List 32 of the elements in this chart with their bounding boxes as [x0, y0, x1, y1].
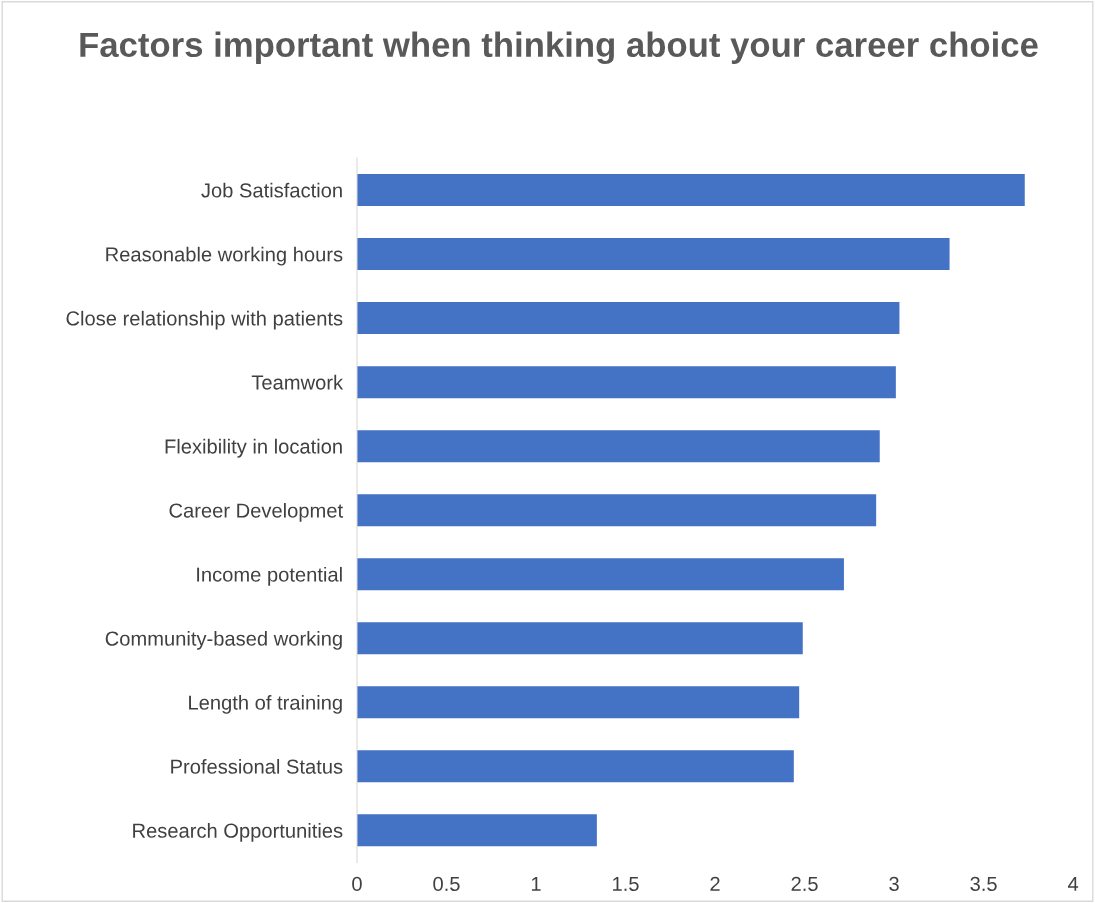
bar	[356, 494, 877, 527]
y-tick-label: Reasonable working hours	[106, 246, 343, 266]
y-tick-label: Flexibility in location	[165, 438, 342, 458]
bar	[356, 622, 803, 655]
x-tick-label: 2.5	[791, 876, 818, 892]
y-tick-label: Community-based working	[105, 630, 342, 650]
x-tick-label: 1.5	[613, 876, 639, 892]
y-tick-label: Career Developmet	[169, 502, 343, 522]
x-tick-label: 0.5	[433, 876, 460, 892]
y-tick-label: Professional Status	[171, 759, 343, 774]
y-tick-label: Close relationship with patients	[66, 310, 343, 330]
y-tick-label: Income potential	[197, 566, 342, 586]
bar	[356, 366, 896, 399]
y-tick-label: Length of training	[189, 694, 342, 714]
x-tick-label: 4	[1067, 876, 1079, 891]
x-tick-label: 0	[352, 876, 362, 892]
y-tick-label: Research Opportunities	[133, 823, 343, 842]
x-tick-label: 3.5	[970, 876, 997, 892]
bar	[356, 430, 880, 463]
bar	[356, 686, 800, 719]
x-tick-label: 1	[531, 876, 541, 891]
y-tick-label: Teamwork	[251, 374, 344, 390]
bar	[356, 750, 794, 783]
bar	[356, 814, 597, 847]
x-tick-label: 2	[710, 876, 720, 891]
bar	[356, 174, 1025, 207]
bar	[356, 558, 844, 591]
y-tick-label: Job Satisfaction	[201, 182, 342, 198]
bar	[356, 302, 900, 335]
chart-title: Factors important when thinking about your career choice	[80, 31, 1038, 65]
x-tick-label: 3	[889, 876, 899, 892]
bar	[356, 238, 950, 271]
